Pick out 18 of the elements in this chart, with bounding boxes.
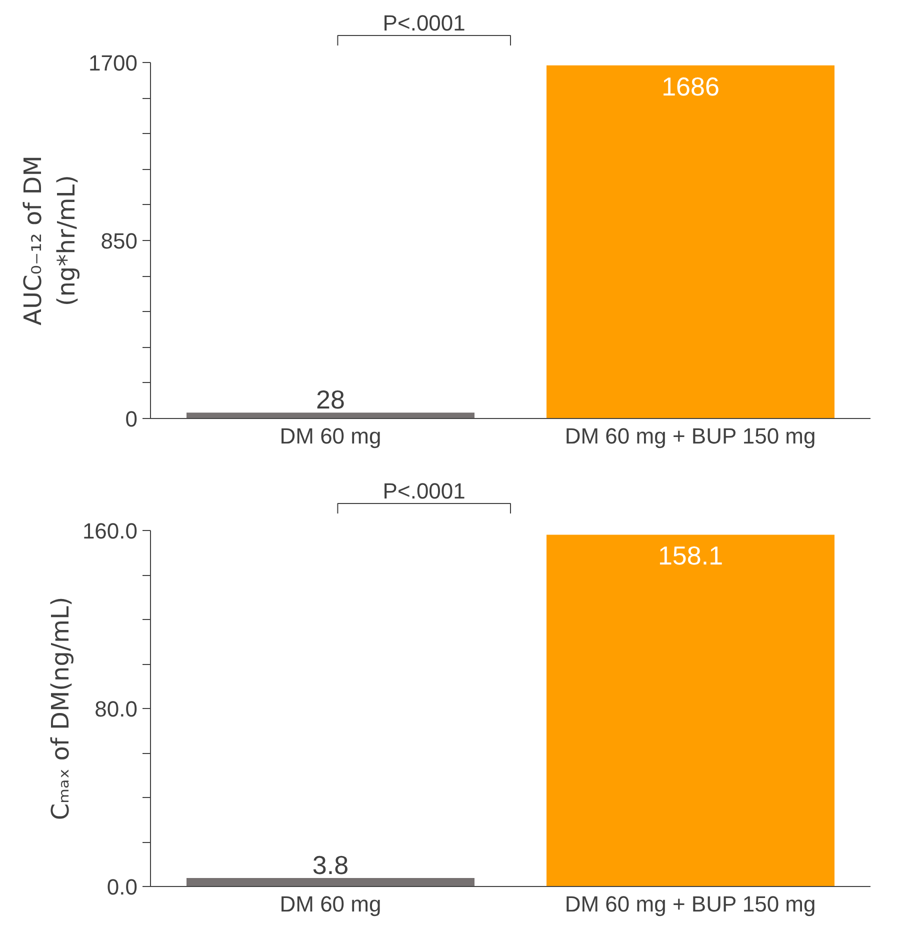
- y-axis-title: Cₘₐₓ of DM(ng/mL): [46, 596, 74, 820]
- x-tick-label: DM 60 mg + BUP 150 mg: [564, 892, 816, 916]
- y-tick-label: 0.0: [106, 874, 138, 900]
- x-tick-label: DM 60 mg: [280, 892, 382, 916]
- data-label: 28: [316, 384, 345, 415]
- y-tick-label: 80.0: [94, 696, 138, 722]
- text: P<.0001: [382, 10, 466, 36]
- y-tick-label: 160.0: [82, 518, 138, 544]
- y-axis-title: AUC₀₋₁₂ of DM (ng*hr/mL): [18, 156, 81, 326]
- x-tick-label: DM 60 mg: [280, 424, 382, 448]
- data-label: 1686: [662, 71, 720, 102]
- text: P<.0001: [382, 478, 466, 504]
- x-tick-label: DM 60 mg + BUP 150 mg: [564, 424, 816, 448]
- y-tick-label: 1700: [88, 50, 138, 76]
- y-tick-label: 0: [125, 406, 138, 432]
- data-label: 158.1: [658, 540, 724, 571]
- y-tick-label: 850: [100, 228, 138, 254]
- data-label: 3.8: [312, 850, 349, 880]
